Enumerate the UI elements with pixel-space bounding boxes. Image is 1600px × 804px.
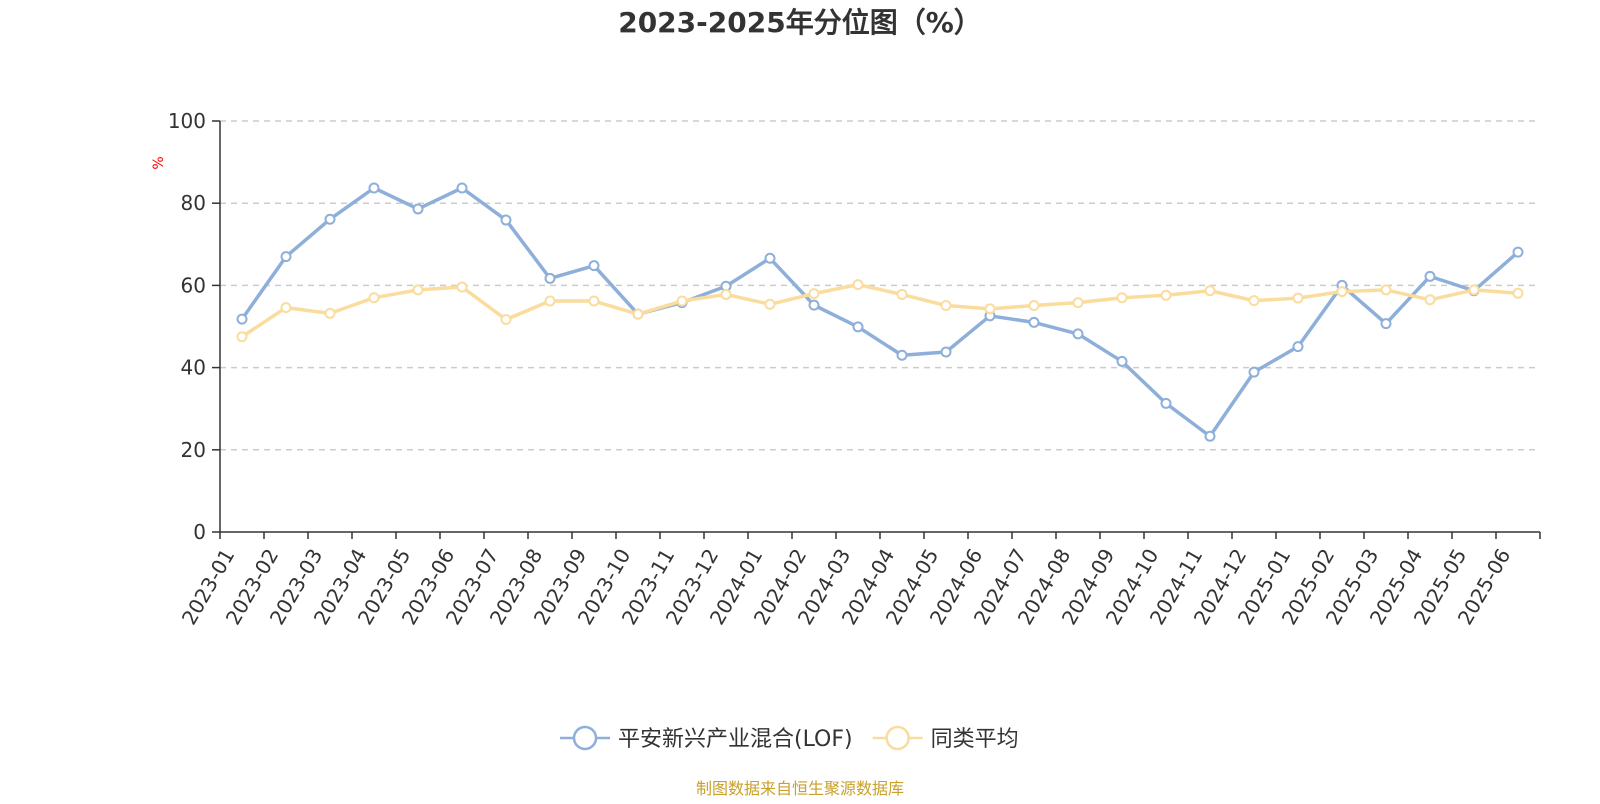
series-2 (236, 279, 1524, 343)
legend-label: 同类平均 (931, 727, 1019, 752)
data-point[interactable] (940, 300, 952, 312)
data-point[interactable] (1424, 270, 1436, 282)
series-1 (236, 182, 1524, 442)
data-point[interactable] (588, 260, 600, 272)
data-point[interactable] (852, 279, 864, 291)
data-point[interactable] (280, 251, 292, 263)
data-point[interactable] (1116, 292, 1128, 304)
data-point[interactable] (1160, 397, 1172, 409)
data-point[interactable] (368, 182, 380, 194)
data-point[interactable] (544, 295, 556, 307)
data-point[interactable] (808, 299, 820, 311)
legend-item-1[interactable]: 平安新兴产业混合(LOF) (560, 725, 853, 752)
data-point[interactable] (456, 182, 468, 194)
data-point[interactable] (852, 321, 864, 333)
data-point[interactable] (676, 295, 688, 307)
data-point[interactable] (1072, 297, 1084, 309)
legend-marker-icon (572, 725, 598, 751)
data-point[interactable] (1292, 341, 1304, 353)
data-point[interactable] (500, 214, 512, 226)
y-tick-label: 20 (181, 438, 206, 462)
data-point[interactable] (1248, 366, 1260, 378)
chart-title: 2023-2025年分位图（%） (618, 6, 982, 39)
data-point[interactable] (1204, 430, 1216, 442)
series-line (240, 186, 1520, 438)
data-point[interactable] (500, 314, 512, 326)
data-point[interactable] (324, 307, 336, 319)
data-point[interactable] (1380, 284, 1392, 296)
data-point[interactable] (1336, 286, 1348, 298)
data-point[interactable] (720, 288, 732, 300)
data-point[interactable] (1424, 294, 1436, 306)
data-point[interactable] (984, 303, 996, 315)
y-axis-unit: % (151, 156, 167, 169)
data-point[interactable] (940, 346, 952, 358)
data-point[interactable] (368, 292, 380, 304)
data-point[interactable] (764, 298, 776, 310)
grid-lines (220, 120, 1540, 451)
data-point[interactable] (632, 308, 644, 320)
legend-label: 平安新兴产业混合(LOF) (618, 727, 853, 752)
y-tick-label: 40 (181, 356, 206, 380)
y-tick-label: 80 (181, 191, 206, 215)
data-point[interactable] (1116, 355, 1128, 367)
data-point[interactable] (1204, 285, 1216, 297)
data-point[interactable] (412, 284, 424, 296)
data-point[interactable] (1028, 316, 1040, 328)
legend-item-2[interactable]: 同类平均 (872, 725, 1019, 752)
data-point[interactable] (1468, 284, 1480, 296)
data-point[interactable] (1072, 328, 1084, 340)
data-point[interactable] (896, 288, 908, 300)
data-point[interactable] (412, 203, 424, 215)
data-point[interactable] (1512, 246, 1524, 258)
data-point[interactable] (1028, 300, 1040, 312)
y-tick-label: 100 (168, 109, 206, 133)
series-lines (236, 182, 1524, 442)
data-point[interactable] (1292, 292, 1304, 304)
data-point[interactable] (1160, 289, 1172, 301)
y-tick-label: 60 (181, 273, 206, 297)
legend: 平安新兴产业混合(LOF) 同类平均 (560, 725, 1019, 752)
data-point[interactable] (280, 302, 292, 314)
data-point[interactable] (236, 331, 248, 343)
data-point[interactable] (896, 349, 908, 361)
data-point[interactable] (456, 281, 468, 293)
data-point[interactable] (1512, 287, 1524, 299)
source-note: 制图数据来自恒生聚源数据库 (696, 779, 904, 798)
data-point[interactable] (1380, 318, 1392, 330)
data-point[interactable] (1248, 295, 1260, 307)
data-point[interactable] (588, 295, 600, 307)
data-point[interactable] (544, 272, 556, 284)
series-line (241, 282, 1519, 339)
data-point[interactable] (236, 313, 248, 325)
y-tick-label: 0 (193, 520, 206, 544)
data-point[interactable] (808, 288, 820, 300)
legend-marker-icon (885, 725, 910, 751)
data-point[interactable] (324, 213, 336, 225)
data-point[interactable] (764, 252, 776, 264)
